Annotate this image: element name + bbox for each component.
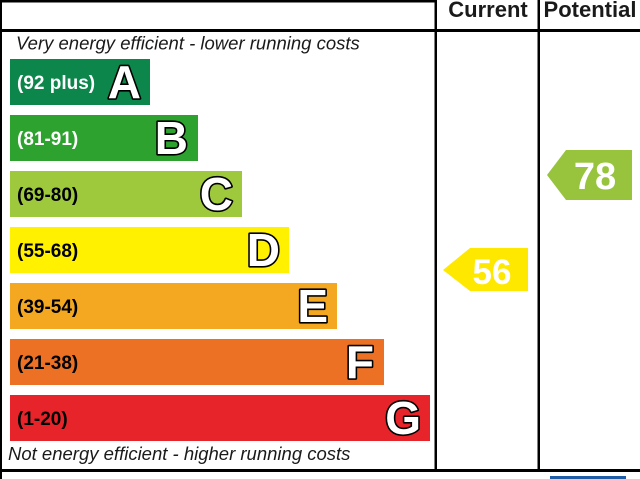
svg-text:A: A (108, 56, 141, 108)
svg-text:(55-68): (55-68) (17, 241, 78, 262)
svg-text:(69-80): (69-80) (17, 185, 78, 206)
svg-text:E: E (297, 280, 328, 332)
svg-text:Current: Current (448, 0, 528, 22)
svg-text:(21-38): (21-38) (17, 353, 78, 374)
svg-text:Not energy efficient - higher: Not energy efficient - higher running co… (8, 443, 350, 464)
svg-text:(1-20): (1-20) (17, 409, 68, 430)
svg-text:C: C (200, 168, 233, 220)
svg-text:56: 56 (473, 253, 512, 292)
svg-text:Potential: Potential (544, 0, 637, 22)
svg-text:D: D (247, 224, 280, 276)
svg-text:(81-91): (81-91) (17, 129, 78, 150)
svg-text:78: 78 (574, 156, 616, 198)
svg-text:Very energy efficient - lower: Very energy efficient - lower running co… (16, 33, 360, 54)
svg-text:(39-54): (39-54) (17, 297, 78, 318)
svg-text:B: B (155, 112, 188, 164)
svg-text:(92 plus): (92 plus) (17, 73, 95, 94)
svg-text:F: F (346, 336, 374, 388)
svg-text:G: G (385, 392, 421, 444)
